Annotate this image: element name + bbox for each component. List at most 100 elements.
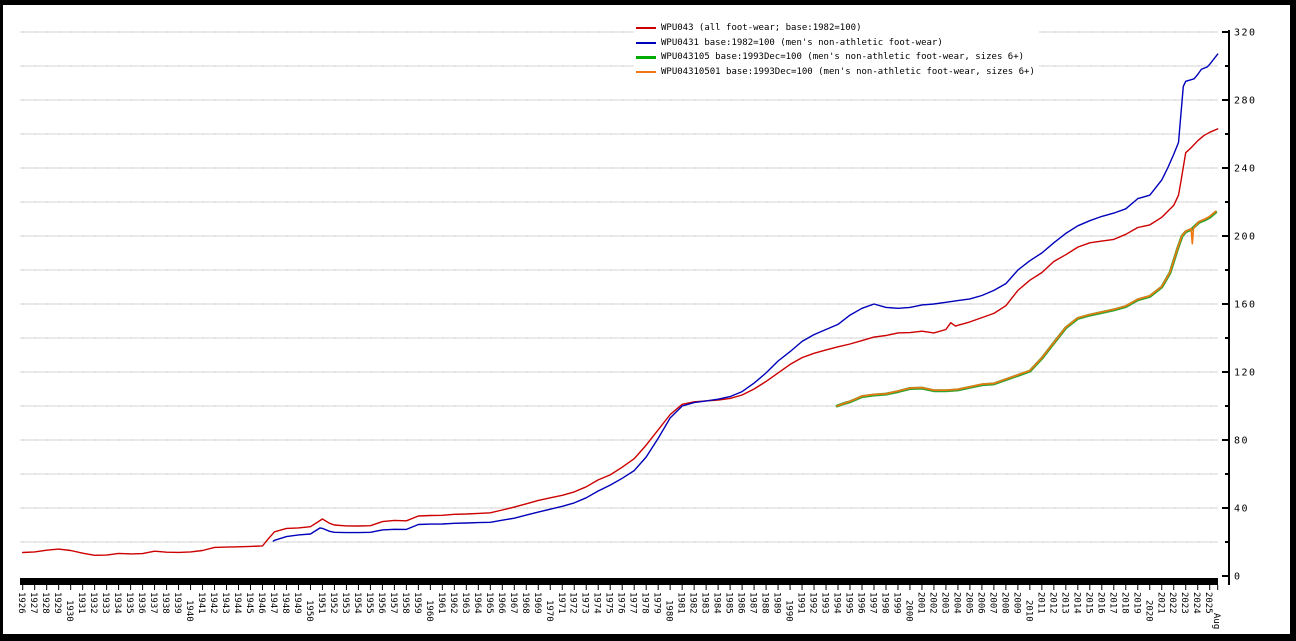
- x-tick-label: 1989: [772, 592, 782, 614]
- x-tick-label: 2003: [939, 592, 949, 614]
- x-tick-label: 1952: [328, 592, 338, 614]
- x-tick-label: 1940: [184, 600, 194, 622]
- x-tick-label: 1947: [268, 592, 278, 614]
- legend-label-wpu043105: WPU043105 base:1993Dec=100 (men's non-at…: [661, 52, 1025, 63]
- legend-item-wpu04310501: WPU04310501 base:1993Dec=100 (men's non-…: [636, 65, 1035, 80]
- x-tick-label: 1979: [652, 592, 662, 614]
- x-tick-label: 2024: [1191, 592, 1201, 614]
- x-tick-label: 2022: [1167, 592, 1177, 614]
- legend-label-wpu0431: WPU0431 base:1982=100 (men's non-athleti…: [661, 37, 943, 48]
- x-tick-label: 1962: [448, 592, 458, 614]
- x-tick-label: 1933: [100, 592, 110, 614]
- window-border-top: [0, 0, 1296, 5]
- x-tick-label: 2005: [963, 592, 973, 614]
- y-tick-label: 280: [1234, 96, 1257, 107]
- x-tick-label: 1992: [808, 592, 818, 614]
- x-tick-label: 1932: [88, 592, 98, 614]
- x-tick-label: 2020: [1143, 600, 1153, 622]
- x-tick-label: 1996: [856, 592, 866, 614]
- x-tick-label: 1970: [544, 600, 554, 622]
- legend-item-wpu0431: WPU0431 base:1982=100 (men's non-athleti…: [636, 36, 1035, 51]
- x-tick-label: 2004: [951, 592, 961, 614]
- series-line-wpu043: [22, 128, 1219, 556]
- series-line-wpu0431: [272, 53, 1219, 542]
- x-tick-label: 2000: [903, 600, 913, 622]
- legend-line-swatch-wpu0431: [636, 41, 656, 44]
- x-tick-label: 2014: [1071, 592, 1081, 614]
- legend-line-swatch-wpu043: [636, 27, 656, 30]
- x-tick-label: 2021: [1155, 592, 1165, 614]
- x-tick-label: 1978: [640, 592, 650, 614]
- x-tick-label: 1964: [472, 592, 482, 614]
- window-border-left: [0, 0, 3, 641]
- x-tick-label: 1993: [820, 592, 830, 614]
- x-tick-label: 1956: [376, 592, 386, 614]
- y-tick-label: 0: [1234, 572, 1242, 583]
- x-tick-label: 1949: [292, 592, 302, 614]
- window-border-right: [1290, 0, 1296, 641]
- x-tick-label: 2008: [999, 592, 1009, 614]
- x-tick-label: 2025: [1203, 592, 1213, 614]
- x-tick-label: 2011: [1035, 592, 1045, 614]
- x-tick-label: 1930: [64, 600, 74, 622]
- x-tick-label: 1971: [556, 592, 566, 614]
- x-tick-label: 2002: [927, 592, 937, 614]
- x-tick-label: 2006: [975, 592, 985, 614]
- legend-item-wpu043: WPU043 (all foot-wear; base:1982=100): [636, 21, 1035, 36]
- x-tick-label: 1983: [700, 592, 710, 614]
- x-tick-label: 1972: [568, 592, 578, 614]
- x-tick-label: 1980: [664, 600, 674, 622]
- x-tick-label: 2018: [1119, 592, 1129, 614]
- x-tick-label: 1982: [688, 592, 698, 614]
- x-tick-label: 1957: [388, 592, 398, 614]
- x-tick-label: 1990: [784, 600, 794, 622]
- x-tick-label: 1929: [52, 592, 62, 614]
- x-tick-label: 2013: [1059, 592, 1069, 614]
- x-tick-label: 1939: [172, 592, 182, 614]
- x-tick-label: 1997: [867, 592, 877, 614]
- x-tick-label: 1942: [208, 592, 218, 614]
- x-axis-band: [20, 578, 1218, 585]
- series-line-wpu043105: [835, 210, 1218, 408]
- x-tick-label: 1977: [628, 592, 638, 614]
- x-tick-label: 1950: [304, 600, 314, 622]
- x-tick-label: 1965: [484, 592, 494, 614]
- x-tick-label: 1928: [40, 592, 50, 614]
- series-line-wpu04310501: [836, 210, 1217, 407]
- y-tick-label: 320: [1234, 28, 1257, 39]
- x-tick-label: 1994: [832, 592, 842, 614]
- x-tick-label: 1967: [508, 592, 518, 614]
- x-tick-label: 2015: [1083, 592, 1093, 614]
- x-tick-label: 1976: [616, 592, 626, 614]
- x-tick-label: 2010: [1023, 600, 1033, 622]
- x-tick-label: 1986: [736, 592, 746, 614]
- x-tick-label: 1999: [891, 592, 901, 614]
- x-tick-label: 1959: [412, 592, 422, 614]
- y-tick-label: 80: [1234, 436, 1249, 447]
- x-tick-label: 1945: [244, 592, 254, 614]
- x-tick-label: 1991: [796, 592, 806, 614]
- x-tick-label: 1998: [879, 592, 889, 614]
- legend-label-wpu043: WPU043 (all foot-wear; base:1982=100): [661, 23, 862, 33]
- chart-legend: WPU043 (all foot-wear; base:1982=100) WP…: [634, 20, 1039, 82]
- x-tick-label: 1960: [424, 600, 434, 622]
- x-tick-label: 1987: [748, 592, 758, 614]
- x-tick-label: 2017: [1107, 592, 1117, 614]
- x-tick-label: 1941: [196, 592, 206, 614]
- x-tick-label: 1934: [112, 592, 122, 614]
- x-tick-label: 2009: [1011, 592, 1021, 614]
- y-tick-label: 200: [1234, 232, 1257, 243]
- x-tick-label: 1951: [316, 592, 326, 614]
- x-tick-label: 2012: [1047, 592, 1057, 614]
- x-tick-label: 1938: [160, 592, 170, 614]
- x-tick-label: 2001: [915, 592, 925, 614]
- x-tick-label: 2007: [987, 592, 997, 614]
- x-tick-label: 1961: [436, 592, 446, 614]
- x-tick-label: 1969: [532, 592, 542, 614]
- x-tick-label: 1954: [352, 592, 362, 614]
- x-tick-label: 1963: [460, 592, 470, 614]
- x-tick-label: 1958: [400, 592, 410, 614]
- legend-label-wpu04310501: WPU04310501 base:1993Dec=100 (men's non-…: [661, 66, 1035, 77]
